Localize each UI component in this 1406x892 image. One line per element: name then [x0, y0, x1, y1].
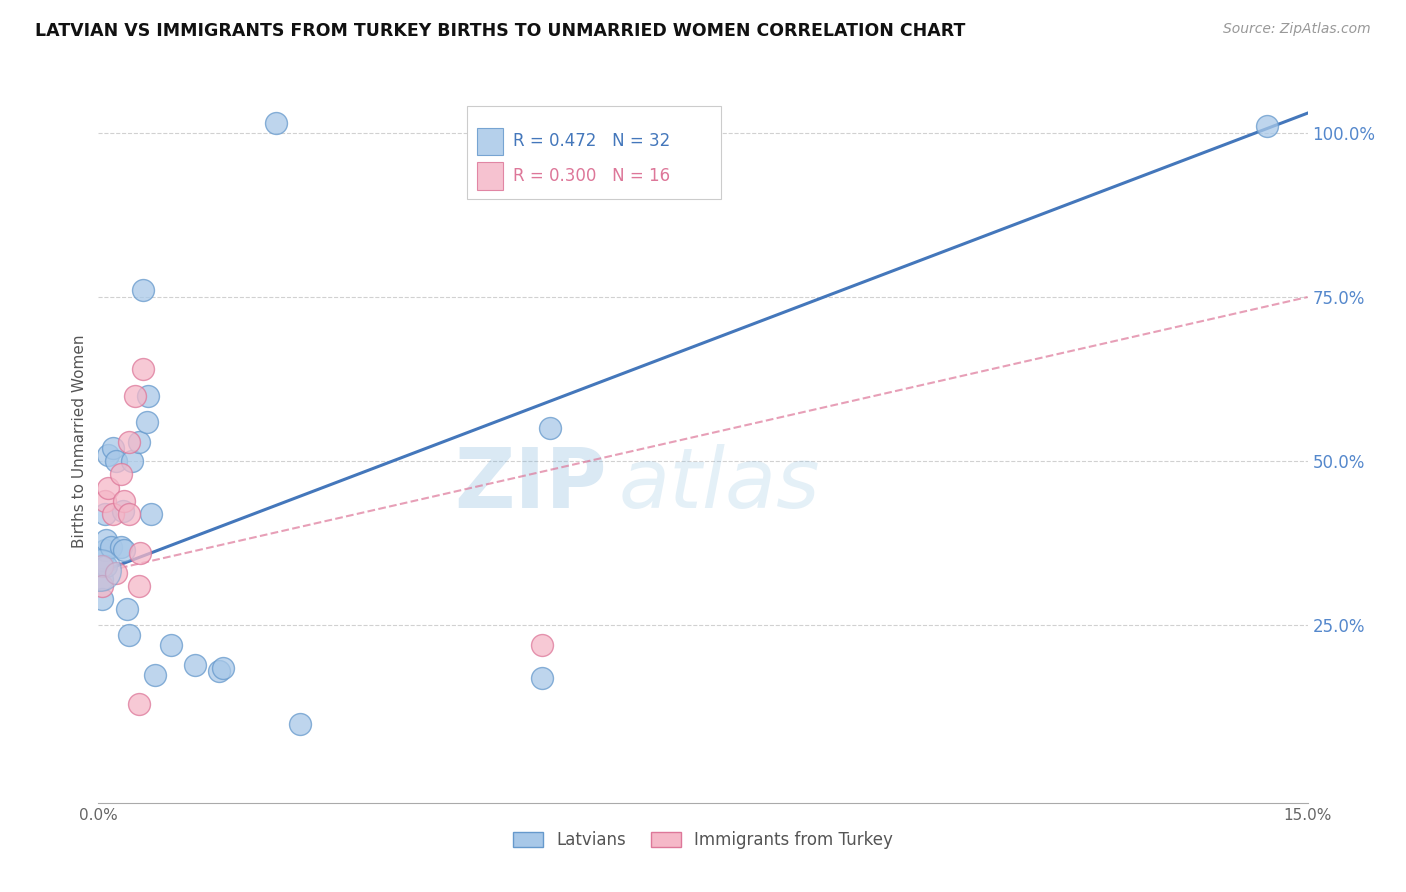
Point: [97, 481, 120, 495]
Point: [112, 542, 135, 557]
Point: [89, 563, 111, 577]
Point: [110, 467, 132, 482]
Point: [128, 698, 150, 712]
Point: [100, 540, 122, 554]
Point: [105, 454, 128, 468]
Point: [111, 503, 134, 517]
Point: [91, 559, 114, 574]
Point: [208, 665, 231, 679]
FancyBboxPatch shape: [467, 105, 721, 200]
Point: [1256, 120, 1278, 134]
Point: [121, 454, 143, 468]
Text: R = 0.300   N = 16: R = 0.300 N = 16: [513, 167, 671, 185]
Text: ZIP: ZIP: [454, 444, 606, 525]
Point: [530, 671, 553, 685]
Point: [112, 493, 135, 508]
Point: [94, 507, 117, 521]
Text: Source: ZipAtlas.com: Source: ZipAtlas.com: [1223, 22, 1371, 37]
Point: [94, 493, 117, 508]
Point: [184, 657, 207, 672]
Point: [105, 566, 128, 580]
Point: [97, 448, 120, 462]
Point: [118, 434, 141, 449]
Point: [264, 116, 287, 130]
Point: [118, 507, 141, 521]
Point: [101, 441, 124, 455]
Point: [143, 667, 166, 681]
Point: [132, 284, 155, 298]
Point: [118, 628, 141, 642]
Point: [129, 546, 152, 560]
Point: [110, 540, 132, 554]
Point: [91, 553, 114, 567]
Point: [128, 434, 150, 449]
Text: atlas: atlas: [619, 444, 820, 525]
Legend: Latvians, Immigrants from Turkey: Latvians, Immigrants from Turkey: [506, 824, 900, 856]
Text: LATVIAN VS IMMIGRANTS FROM TURKEY BIRTHS TO UNMARRIED WOMEN CORRELATION CHART: LATVIAN VS IMMIGRANTS FROM TURKEY BIRTHS…: [35, 22, 966, 40]
Point: [538, 421, 561, 435]
Point: [132, 362, 155, 376]
Y-axis label: Births to Unmarried Women: Births to Unmarried Women: [72, 334, 87, 549]
Point: [91, 592, 114, 607]
Point: [124, 388, 146, 402]
Point: [96, 533, 118, 547]
Point: [96, 559, 118, 574]
Point: [160, 638, 183, 652]
FancyBboxPatch shape: [477, 162, 503, 190]
FancyBboxPatch shape: [477, 128, 503, 155]
Point: [139, 507, 162, 521]
Point: [91, 573, 114, 587]
Point: [288, 717, 311, 731]
Point: [101, 507, 124, 521]
Point: [138, 388, 160, 402]
Point: [135, 415, 157, 429]
Text: R = 0.472   N = 32: R = 0.472 N = 32: [513, 132, 671, 150]
Point: [530, 638, 553, 652]
Point: [94, 542, 117, 557]
Point: [128, 579, 150, 593]
Point: [212, 661, 235, 675]
Point: [91, 579, 114, 593]
Point: [115, 602, 138, 616]
